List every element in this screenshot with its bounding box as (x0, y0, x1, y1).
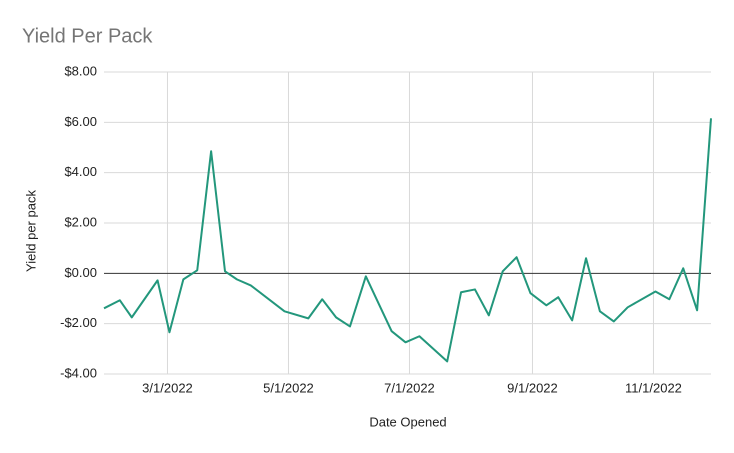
x-axis-label: Date Opened (369, 414, 446, 429)
y-axis-label: Yield per pack (23, 190, 38, 272)
data-line (103, 118, 712, 363)
chart-title: Yield Per Pack (22, 25, 153, 47)
x-tick-label: 9/1/2022 (507, 380, 558, 395)
x-tick-label: 11/1/2022 (625, 380, 682, 395)
y-tick-label: $6.00 (64, 114, 97, 129)
y-tick-label: $8.00 (64, 63, 97, 78)
y-tick-label: $0.00 (64, 265, 97, 280)
y-tick-label: $4.00 (64, 164, 97, 179)
y-tick-label: -$2.00 (60, 315, 97, 330)
x-tick-label: 3/1/2022 (142, 380, 193, 395)
x-tick-label: 5/1/2022 (263, 380, 314, 395)
y-tick-label: -$4.00 (60, 365, 97, 380)
x-tick-label: 7/1/2022 (384, 380, 435, 395)
y-tick-label: $2.00 (64, 214, 97, 229)
